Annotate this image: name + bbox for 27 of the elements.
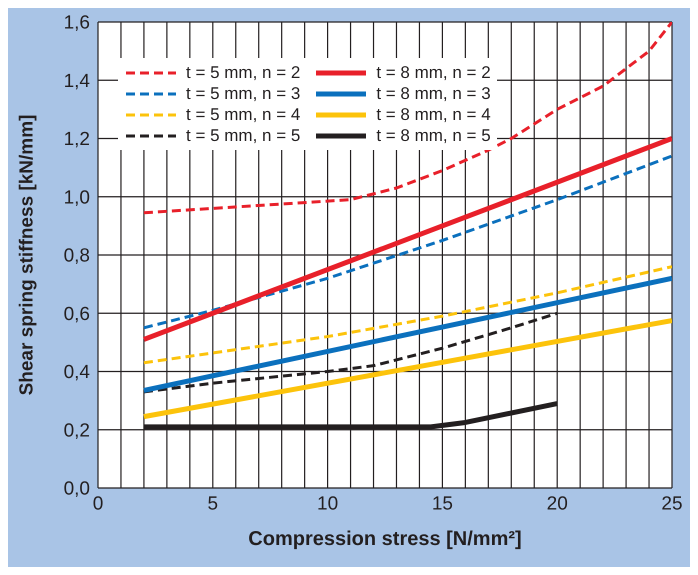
x-tick-label: 20	[546, 493, 568, 514]
x-tick-label: 0	[92, 493, 104, 514]
legend-label: t = 8 mm, n = 3	[376, 84, 491, 104]
x-tick-label: 25	[661, 493, 683, 514]
legend-label: t = 5 mm, n = 5	[186, 126, 300, 146]
y-tick-label: 0,0	[64, 478, 90, 500]
legend-label: t = 5 mm, n = 3	[186, 84, 300, 104]
line-series	[142, 265, 672, 364]
y-axis-title: Shear spring stiffness [kN/mm]	[16, 114, 38, 396]
x-tick-label: 5	[208, 493, 218, 514]
y-tick-label: 0,2	[64, 420, 90, 442]
x-axis-title: Compression stress [N/mm²]	[248, 528, 522, 550]
y-tick-label: 0,8	[64, 246, 90, 267]
legend-label: t = 5 mm, n = 4	[186, 104, 300, 124]
y-tick-label: 1,0	[64, 187, 90, 208]
y-tick-label: 0,4	[64, 362, 90, 384]
y-tick-label: 1,2	[64, 129, 90, 150]
x-tick-label: 15	[432, 493, 453, 514]
y-tick-label: 1,6	[64, 12, 90, 34]
y-tick-label: 0,6	[64, 304, 90, 325]
line-series	[142, 22, 672, 214]
legend-label: t = 5 mm, n = 2	[186, 62, 300, 82]
y-tick-label: 1,4	[64, 70, 90, 92]
legend-label: t = 8 mm, n = 2	[376, 62, 491, 82]
x-tick-label: 10	[317, 493, 338, 514]
legend-label: t = 8 mm, n = 4	[376, 104, 491, 124]
legend-label: t = 8 mm, n = 5	[376, 126, 491, 146]
